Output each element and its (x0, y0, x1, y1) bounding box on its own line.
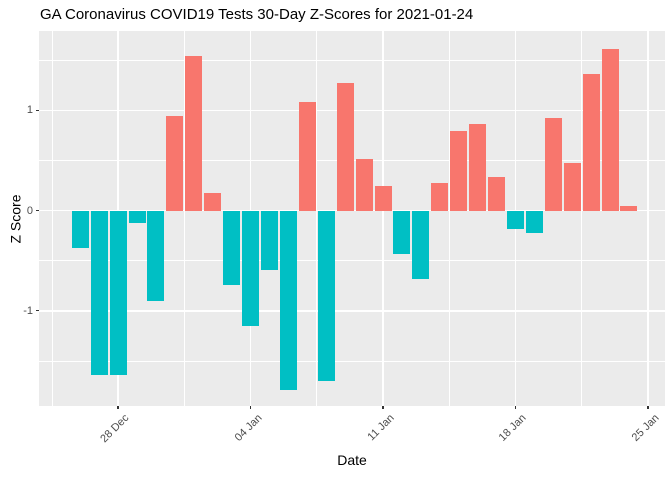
bar-positive (298, 102, 316, 211)
bar-positive (166, 116, 184, 211)
gridline-minor-horizontal (39, 59, 665, 61)
plot-panel (39, 31, 665, 406)
gridline-minor-horizontal (39, 360, 665, 362)
x-tick-label-text: 25 Jan (629, 412, 662, 444)
bar-negative (412, 210, 430, 279)
y-tick-mark (36, 310, 39, 312)
bar-positive (204, 192, 222, 211)
bar-positive (563, 162, 581, 211)
gridline-major-horizontal (39, 209, 665, 212)
gridline-major-vertical (647, 31, 649, 406)
y-tick-mark (36, 210, 39, 212)
x-tick-mark (647, 406, 649, 409)
bar-positive (450, 130, 468, 211)
bar-negative (90, 210, 108, 376)
x-axis-title: Date (337, 452, 367, 468)
y-tick-label: 1 (26, 104, 33, 117)
bar-negative (71, 210, 89, 248)
bar-negative (147, 210, 165, 301)
y-axis-title: Z Score (0, 31, 30, 406)
bar-positive (185, 56, 203, 211)
bar-positive (601, 49, 619, 211)
bar-negative (279, 210, 297, 391)
gridline-minor-vertical (448, 31, 450, 406)
x-tick-label-text: 28 Dec (98, 412, 132, 446)
bar-positive (374, 185, 392, 211)
bar-negative (128, 210, 146, 223)
y-tick-label: -1 (23, 304, 33, 317)
y-tick-label: 0 (26, 204, 33, 217)
bar-positive (336, 83, 354, 211)
x-tick-label-text: 11 Jan (365, 412, 397, 444)
gridline-major-horizontal (39, 310, 665, 312)
bar-negative (242, 210, 260, 326)
bar-negative (506, 210, 524, 229)
bar-negative (393, 210, 411, 254)
gridline-major-vertical (382, 31, 384, 406)
gridline-minor-horizontal (39, 260, 665, 262)
gridline-minor-vertical (316, 31, 318, 406)
x-tick-mark (249, 406, 252, 409)
y-tick-mark (36, 109, 39, 111)
chart-title: GA Coronavirus COVID19 Tests 30-Day Z-Sc… (40, 6, 474, 23)
gridline-minor-vertical (51, 31, 53, 406)
gridline-minor-vertical (183, 31, 185, 406)
bar-positive (544, 118, 562, 211)
x-tick-label-text: 04 Jan (232, 412, 265, 444)
x-tick-mark (117, 406, 119, 409)
y-axis-title-text: Z Score (7, 193, 24, 244)
bar-positive (469, 124, 487, 211)
x-tick-mark (382, 406, 384, 409)
bar-negative (223, 210, 241, 285)
bar-positive (431, 182, 449, 211)
x-tick-mark (514, 406, 517, 409)
bar-positive (488, 176, 506, 211)
gridline-minor-vertical (581, 31, 583, 406)
bar-positive (582, 74, 600, 211)
bar-negative (525, 210, 543, 233)
bar-negative (109, 210, 127, 376)
bar-positive (355, 158, 373, 211)
x-tick-label-text: 18 Jan (497, 412, 529, 444)
bar-negative (261, 210, 278, 270)
bar-negative (317, 210, 335, 382)
bar-positive (620, 205, 638, 211)
